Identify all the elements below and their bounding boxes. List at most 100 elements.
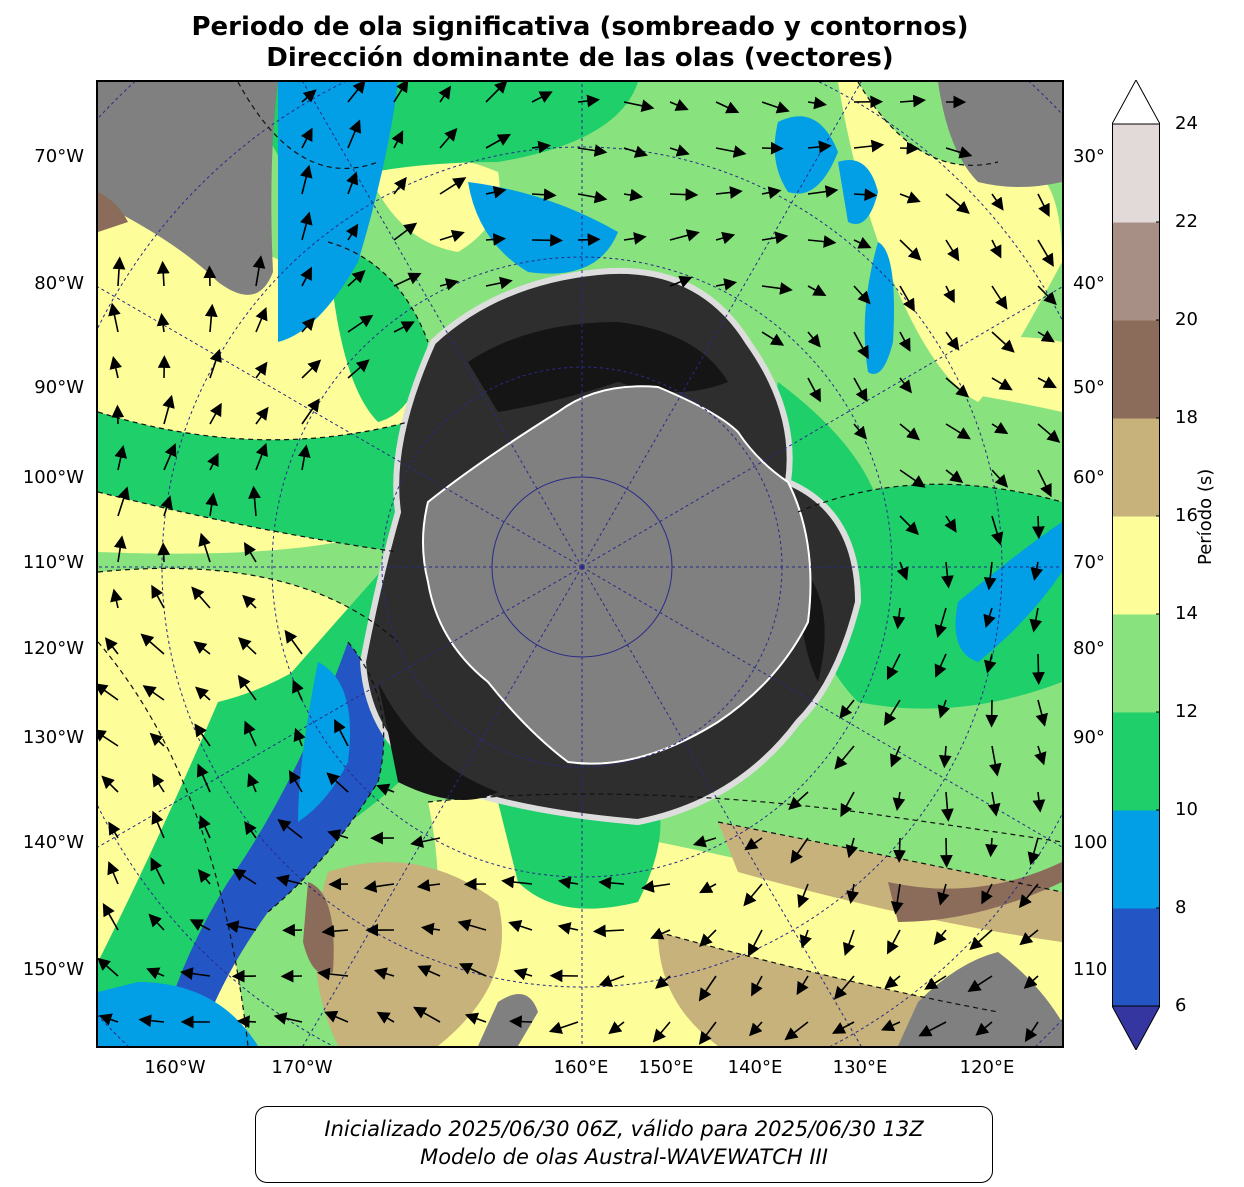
- footer-info-box: Inicializado 2025/06/30 06Z, válido para…: [255, 1106, 993, 1183]
- wave-vector-arrow: [669, 144, 690, 157]
- wave-vector-arrow: [788, 791, 809, 810]
- lon-label-right: 90°: [1073, 727, 1105, 748]
- wave-vector-arrow: [924, 975, 947, 990]
- colorbar-tick-label: 8: [1175, 897, 1187, 918]
- wave-vector-arrow: [945, 469, 964, 484]
- wave-vector-arrow: [1023, 975, 1039, 989]
- wave-vector-arrow: [248, 485, 261, 517]
- wave-vector-arrow: [284, 629, 303, 655]
- wave-vector-arrow: [623, 99, 655, 113]
- wave-vector-arrow: [807, 235, 837, 248]
- wave-vector-arrow: [236, 1015, 257, 1029]
- map-canvas: [98, 82, 1062, 1046]
- wave-vector-arrow: [899, 141, 920, 155]
- wave-vector-arrow: [243, 541, 257, 563]
- wave-vector-arrow: [937, 699, 950, 719]
- wave-vector-arrow: [799, 929, 812, 949]
- colorbar-tick-label: 18: [1175, 407, 1198, 428]
- wave-vector-arrow: [531, 188, 557, 202]
- wave-vector-arrow: [598, 974, 625, 987]
- wave-vector-arrow: [557, 876, 579, 890]
- wave-vector-arrow: [98, 683, 119, 701]
- lon-label-left: 100°W: [22, 467, 84, 488]
- wave-vector-arrow: [652, 1021, 671, 1043]
- wave-vector-arrow: [151, 810, 165, 839]
- wave-vector-arrow: [650, 927, 671, 940]
- wave-vector-arrow: [1027, 837, 1040, 866]
- wave-vector-arrow: [761, 101, 790, 114]
- wave-vector-arrow: [1032, 791, 1046, 813]
- wave-vector-arrow: [255, 406, 269, 425]
- wave-vector-arrow: [108, 302, 121, 333]
- wave-vector-arrow: [439, 177, 467, 195]
- wave-vector-arrow: [945, 239, 960, 262]
- lon-label-right: 100: [1073, 832, 1108, 853]
- wave-vector-arrow: [485, 186, 507, 199]
- wave-vector-arrow: [485, 133, 511, 149]
- wave-vector-arrow: [198, 532, 211, 563]
- wave-vector-arrow: [1035, 699, 1048, 727]
- lon-label-bottom: 120°E: [959, 1057, 1015, 1078]
- wave-vector-arrow: [577, 144, 608, 157]
- wave-vector-arrow: [225, 920, 257, 933]
- wave-vector-arrow: [292, 679, 304, 701]
- wave-vector-arrow: [324, 1010, 349, 1023]
- wave-vector-arrow: [886, 653, 901, 681]
- wave-vector-arrow: [237, 637, 257, 655]
- colorbar-title: Período (s): [1195, 468, 1216, 565]
- wave-vector-arrow: [247, 773, 260, 793]
- wave-vector-arrow: [715, 101, 740, 114]
- wave-direction-vectors: [98, 82, 1061, 1045]
- wave-vector-arrow: [376, 1011, 395, 1024]
- wave-vector-arrow: [301, 317, 316, 333]
- wave-vector-arrow: [592, 924, 625, 938]
- wave-vector-arrow: [317, 967, 349, 981]
- wave-vector-arrow: [509, 1015, 533, 1029]
- map-title-line-1: Periodo de ola significativa (sombreado …: [191, 12, 969, 42]
- wave-vector-arrow: [623, 188, 644, 202]
- wave-vector-arrow: [1037, 376, 1057, 389]
- wave-vector-arrow: [698, 975, 717, 1002]
- lon-label-left: 90°W: [34, 377, 84, 398]
- wave-vector-arrow: [807, 284, 827, 297]
- lon-label-left: 120°W: [22, 638, 84, 659]
- wave-vector-arrow: [761, 186, 782, 199]
- wave-vector-arrow: [152, 773, 165, 793]
- wave-vector-arrow: [140, 633, 165, 655]
- wave-vector-arrow: [162, 394, 175, 425]
- wave-vector-arrow: [439, 229, 465, 243]
- wave-vector-arrow: [156, 260, 170, 287]
- wave-vector-arrow: [420, 922, 441, 936]
- colorbar-tick-label: 22: [1175, 211, 1198, 232]
- wave-vector-arrow: [98, 729, 119, 747]
- wave-vector-arrow: [376, 783, 395, 796]
- wave-vector-arrow: [321, 924, 349, 938]
- wave-vector-arrow: [761, 231, 789, 245]
- wave-vector-arrow: [831, 1021, 855, 1034]
- wave-vector-arrow: [457, 919, 487, 932]
- colorbar-segment: [1112, 418, 1160, 517]
- colorbar-tick-label: 10: [1175, 799, 1198, 820]
- footer-init-valid-text: Inicializado 2025/06/30 06Z, válido para…: [324, 1117, 924, 1141]
- wave-vector-arrow: [939, 837, 953, 868]
- wave-vector-arrow: [761, 331, 785, 346]
- wave-vector-arrow: [112, 256, 126, 287]
- wave-vector-arrow: [1019, 929, 1039, 946]
- wave-vector-arrow: [887, 929, 901, 955]
- colorbar-segment: [1112, 908, 1160, 1007]
- wave-vector-arrow: [715, 278, 738, 291]
- wave-vector-arrow: [845, 837, 859, 859]
- colorbar-tick-label: 24: [1175, 113, 1198, 134]
- wave-vector-arrow: [669, 99, 689, 111]
- wave-vector-arrow: [699, 881, 717, 894]
- wave-vector-arrow: [108, 821, 121, 839]
- wave-vector-arrow: [156, 312, 170, 333]
- wave-vector-arrow: [1037, 285, 1057, 306]
- wave-vector-arrow: [393, 82, 409, 103]
- wave-vector-arrow: [918, 1021, 947, 1037]
- wave-vector-arrow: [1030, 561, 1043, 581]
- wave-vector-arrow: [807, 140, 832, 154]
- wave-vector-arrow: [485, 233, 507, 246]
- lon-label-left: 110°W: [22, 552, 84, 573]
- wave-vector-arrow: [160, 495, 173, 517]
